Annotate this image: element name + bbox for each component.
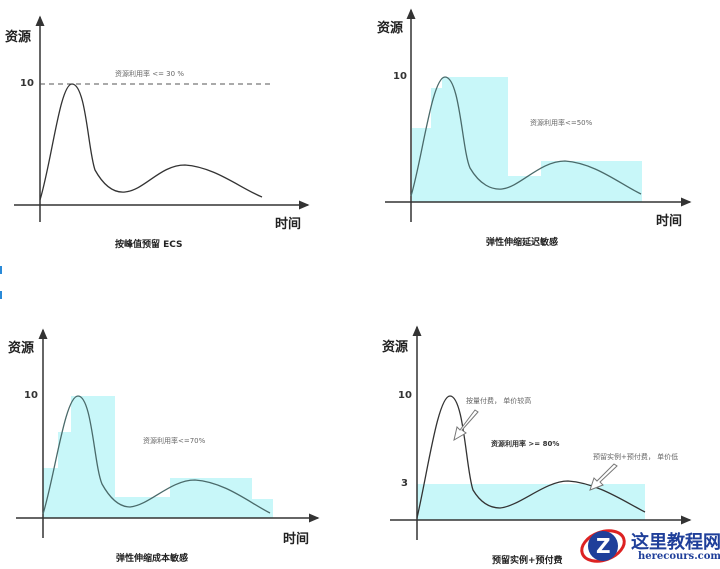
capacity-bar xyxy=(431,88,442,202)
panel-2-graphics xyxy=(385,8,692,222)
capacity-bars xyxy=(412,77,642,202)
panel-1-x-label: 时间 xyxy=(275,217,302,232)
capacity-bar xyxy=(442,77,508,202)
capacity-bar xyxy=(115,497,170,518)
panel-3-tick-10: 10 xyxy=(24,390,38,401)
capacity-bar xyxy=(43,468,58,518)
load-curve xyxy=(39,83,263,201)
panel-1-caption: 按峰值预留 ECS xyxy=(115,240,183,250)
capacity-bars xyxy=(43,396,273,518)
panel-4-graphics xyxy=(390,325,692,540)
capacity-bar xyxy=(508,176,541,202)
load-curve xyxy=(42,395,271,515)
panel-4-y-label: 资源 xyxy=(382,340,409,355)
panel-2-utilization-note: 资源利用率<=50% xyxy=(530,119,593,127)
panel-4-reserved-note: 预留实例+预付费， 单价低 xyxy=(593,453,679,461)
panel-1-graphics xyxy=(14,15,310,222)
panel-4-tick-10: 10 xyxy=(398,390,412,401)
panel-3-x-label: 时间 xyxy=(283,532,310,547)
panel-3-graphics xyxy=(16,328,320,538)
arrow-to-peak-icon xyxy=(453,409,479,442)
load-curve xyxy=(416,395,646,519)
panel-4-tick-3: 3 xyxy=(401,478,408,489)
panel-1-utilization-note: 资源利用率 <= 30 % xyxy=(115,70,184,78)
arrow-to-reserved-icon xyxy=(589,463,618,491)
panel-4-caption: 预留实例+预付费 xyxy=(492,556,563,566)
panel-2-tick-10: 10 xyxy=(393,71,407,82)
panel-1-y-label: 资源 xyxy=(5,30,32,45)
panel-3-utilization-note: 资源利用率<=70% xyxy=(143,437,206,445)
panel-4-utilization-note: 资源利用率 >= 80% xyxy=(491,440,560,448)
watermark-logo-icon: Z xyxy=(580,529,626,563)
side-mark xyxy=(0,266,2,274)
reserved-capacity-bar xyxy=(417,484,645,520)
capacity-bar xyxy=(170,478,252,518)
load-curve xyxy=(410,76,642,197)
panel-2-caption: 弹性伸缩延迟敏感 xyxy=(486,238,559,248)
side-mark xyxy=(0,291,2,299)
capacity-bar xyxy=(71,396,115,518)
svg-text:Z: Z xyxy=(596,534,611,558)
panel-4-on-demand-note: 按量付费， 单价较高 xyxy=(466,397,532,405)
panel-2-x-label: 时间 xyxy=(656,214,683,229)
capacity-bar xyxy=(58,432,71,518)
watermark-url: herecours.com xyxy=(638,551,720,562)
panel-3-y-label: 资源 xyxy=(8,341,35,356)
watermark-name: 这里教程网 xyxy=(631,532,720,553)
capacity-bar xyxy=(412,128,431,202)
panel-2-y-label: 资源 xyxy=(377,21,404,36)
panel-1-tick-10: 10 xyxy=(20,78,34,89)
panel-3-caption: 弹性伸缩成本敏感 xyxy=(116,554,189,564)
